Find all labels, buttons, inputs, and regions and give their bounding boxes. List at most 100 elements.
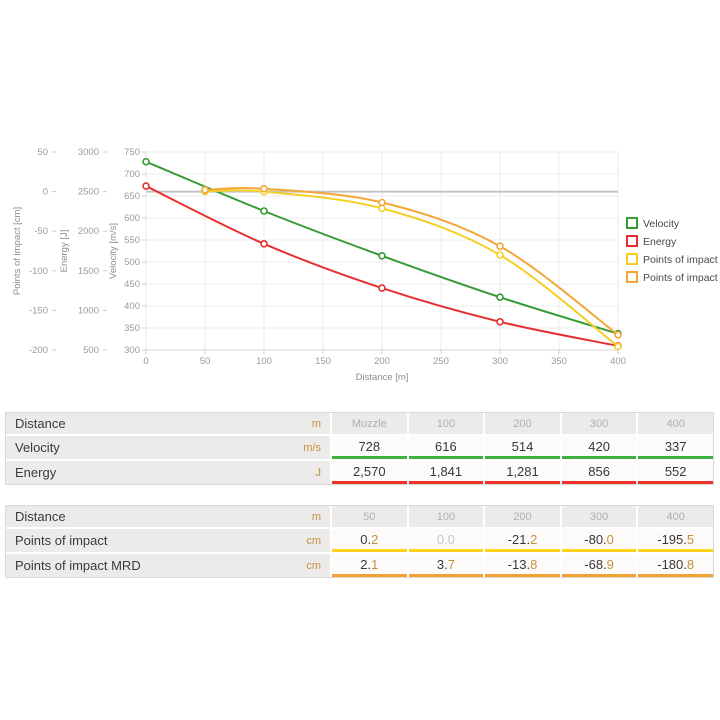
- table-row-points-of-impact-mrd: Points of impact MRD cm 2. 1 3. 7 -13. 8 -68. 9 -1…: [6, 554, 713, 577]
- data-point-velocity: [260, 207, 268, 215]
- unit-label: cm: [306, 559, 321, 572]
- column-header: Muzzle: [332, 413, 407, 434]
- x-tick-label: 350: [551, 356, 567, 367]
- value-cell: 514: [485, 436, 560, 459]
- value-int: -180.: [657, 556, 687, 572]
- value-cell: 3. 7: [408, 554, 484, 577]
- y-tick-label-energy: 3000: [78, 147, 99, 158]
- value-int: 0.: [360, 531, 372, 547]
- table-row-energy: Energy J 2,570 1,841 1,281 856 552: [6, 461, 713, 484]
- legend-swatch-points-of-impact: [626, 253, 638, 265]
- unit-label: m/s: [303, 441, 321, 454]
- value-cell: 616: [408, 436, 484, 459]
- y-tick-label-energy: 2000: [78, 226, 99, 237]
- data-point-energy: [378, 284, 386, 292]
- x-tick-label: 100: [256, 356, 272, 367]
- value-cell: -195. 5: [638, 529, 713, 552]
- value-frac: 8: [686, 556, 695, 572]
- data-point-energy: [496, 317, 504, 326]
- value-frac: 1: [371, 556, 379, 572]
- y-tick-label-velocity: 650: [124, 191, 140, 202]
- value-frac: 8: [530, 556, 538, 572]
- y-tick-label-velocity: 400: [124, 301, 140, 312]
- legend-swatch-points-of-impact-mrd: [626, 271, 638, 283]
- y-axis-title-energy: Energy [J]: [59, 230, 70, 273]
- value-cell: -180. 8: [638, 554, 713, 577]
- value-cell: 0.0: [408, 529, 484, 552]
- y-tick-label-poi: 0: [43, 187, 48, 198]
- x-axis-title: Distance [m]: [356, 372, 409, 383]
- data-point-points-of-impact-mrd: [201, 186, 209, 194]
- x-tick-label: 200: [374, 356, 390, 367]
- row-label-cell: Energy J: [6, 461, 330, 484]
- value-cell: 2,570: [332, 461, 407, 484]
- data-point-velocity: [496, 293, 504, 302]
- legend-label: Energy: [643, 236, 677, 248]
- y-tick-label-velocity: 600: [124, 213, 140, 224]
- value-int: 2.: [360, 556, 372, 572]
- legend-swatch-energy: [626, 235, 638, 247]
- x-tick-label: 50: [200, 356, 211, 367]
- value-frac: 7: [447, 556, 455, 572]
- row-label: Velocity: [15, 440, 60, 455]
- row-label-cell: Points of impact MRD cm: [6, 554, 330, 577]
- column-header: 400: [638, 506, 713, 527]
- y-tick-label-poi: -150: [29, 305, 48, 316]
- row-label: Points of impact: [15, 533, 108, 548]
- unit-label: J: [315, 466, 322, 479]
- y-tick-label-velocity: 300: [124, 345, 140, 356]
- x-tick-label: 250: [433, 356, 449, 367]
- column-header: 300: [561, 413, 637, 434]
- y-tick-label-energy: 1000: [78, 305, 99, 316]
- data-point-velocity: [378, 252, 386, 260]
- row-label-cell: Distance m: [6, 506, 330, 527]
- value-cell: 2. 1: [332, 554, 407, 577]
- table-row-velocity: Velocity m/s 728 616 514 420 337: [6, 436, 713, 459]
- table-row-distance: Distance m Muzzle 100 200 300 400: [6, 413, 713, 434]
- x-tick-label: 300: [492, 356, 508, 367]
- legend-label: Points of impact: [643, 254, 718, 266]
- unit-label: m: [311, 510, 321, 523]
- unit-label: cm: [306, 534, 321, 547]
- row-label: Distance: [15, 509, 66, 524]
- row-label: Points of impact MRD: [15, 558, 141, 573]
- value-int: 3.: [436, 556, 448, 572]
- data-point-velocity: [142, 157, 150, 166]
- value-cell: -13. 8: [485, 554, 560, 577]
- legend-label: Points of impact MRD: [643, 272, 720, 284]
- legend-item-points-of-impact: Points of impact: [626, 253, 718, 266]
- value-int: -13.: [507, 556, 531, 572]
- column-header: 200: [485, 413, 560, 434]
- x-tick-label: 400: [610, 356, 626, 367]
- y-tick-label-poi: -200: [29, 345, 48, 356]
- value-cell: -80. 0: [561, 529, 637, 552]
- value-cell: 420: [561, 436, 637, 459]
- value-int: -68.: [584, 556, 607, 572]
- row-label-cell: Points of impact cm: [6, 529, 330, 552]
- data-point-points-of-impact: [496, 251, 504, 259]
- value-int: -80.: [584, 531, 607, 547]
- data-point-points-of-impact-mrd: [496, 242, 504, 250]
- value-frac: 5: [686, 531, 695, 547]
- column-header: 50: [332, 506, 407, 527]
- y-tick-label-energy: 1500: [78, 266, 99, 277]
- data-point-points-of-impact-mrd: [614, 330, 622, 339]
- data-point-energy: [142, 182, 150, 190]
- y-tick-label-velocity: 700: [124, 169, 140, 180]
- x-tick-label: 0: [143, 356, 148, 367]
- legend-item-energy: Energy: [626, 235, 677, 248]
- data-point-points-of-impact-mrd: [378, 198, 386, 207]
- table-row-distance: Distance m 50 100 200 300 400: [6, 506, 713, 527]
- value-frac: 9: [606, 556, 614, 572]
- value-frac: 2: [530, 531, 538, 547]
- value-cell: 1,281: [485, 461, 560, 484]
- row-label: Distance: [15, 416, 66, 431]
- table-row-points-of-impact: Points of impact cm 0. 2 0.0 -21. 2 -80. 0 -195. 5: [6, 529, 713, 552]
- legend-label: Velocity: [643, 218, 680, 230]
- value-cell: 337: [638, 436, 713, 459]
- row-label-cell: Distance m: [6, 413, 330, 434]
- legend-item-velocity: Velocity: [626, 217, 680, 230]
- value-cell: 728: [332, 436, 407, 459]
